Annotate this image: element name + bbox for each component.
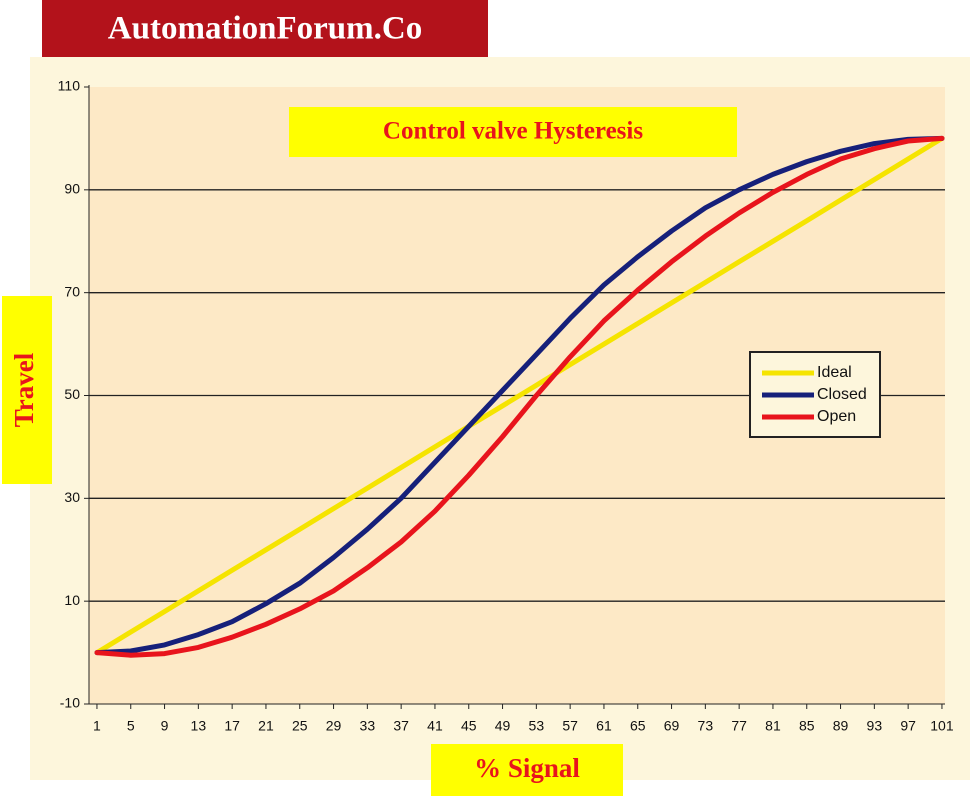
x-tick-label: 85 [799,718,815,734]
x-tick-label: 21 [258,718,274,734]
x-tick-label: 29 [326,718,342,734]
legend-label: Open [817,408,856,425]
x-tick-label: 41 [427,718,443,734]
legend-label: Ideal [817,364,852,381]
x-tick-label: 25 [292,718,308,734]
title-box [289,107,737,157]
x-tick-label: 49 [495,718,511,734]
x-tick-label: 61 [596,718,612,734]
y-tick-label: 90 [64,181,80,197]
y-tick-label: 30 [64,489,80,505]
x-label-box [431,744,623,796]
y-tick-label: 10 [64,592,80,608]
y-label-box [2,296,52,484]
x-tick-label: 81 [765,718,781,734]
x-tick-label: 69 [664,718,680,734]
x-tick-label: 97 [900,718,916,734]
y-tick-label: 70 [64,283,80,299]
y-tick-label: 110 [58,78,81,94]
chart-title: Control valve Hysteresis [383,118,643,145]
x-tick-label: 5 [127,718,135,734]
x-tick-label: 1 [93,718,101,734]
x-tick-label: 13 [191,718,207,734]
series-line [94,135,945,656]
x-tick-label: 101 [930,718,954,734]
x-tick-label: 57 [562,718,578,734]
x-tick-label: 77 [731,718,747,734]
series-line [94,135,945,658]
x-tick-label: 89 [833,718,849,734]
x-tick-label: 45 [461,718,477,734]
series-line [94,135,945,656]
legend-label: Closed [817,386,867,403]
x-axis-label: % Signal [474,753,580,783]
x-tick-label: 65 [630,718,646,734]
x-tick-label: 9 [161,718,169,734]
x-tick-label: 73 [698,718,714,734]
watermark: AutomationForum.Co [108,11,422,47]
y-tick-label: -10 [60,695,80,711]
x-tick-label: 33 [360,718,376,734]
x-tick-label: 53 [529,718,545,734]
x-tick-label: 93 [867,718,883,734]
watermark-box [42,0,488,57]
x-tick-label: 37 [393,718,409,734]
y-axis-label: Travel [9,352,39,427]
y-tick-label: 50 [64,386,80,402]
x-tick-label: 17 [224,718,240,734]
